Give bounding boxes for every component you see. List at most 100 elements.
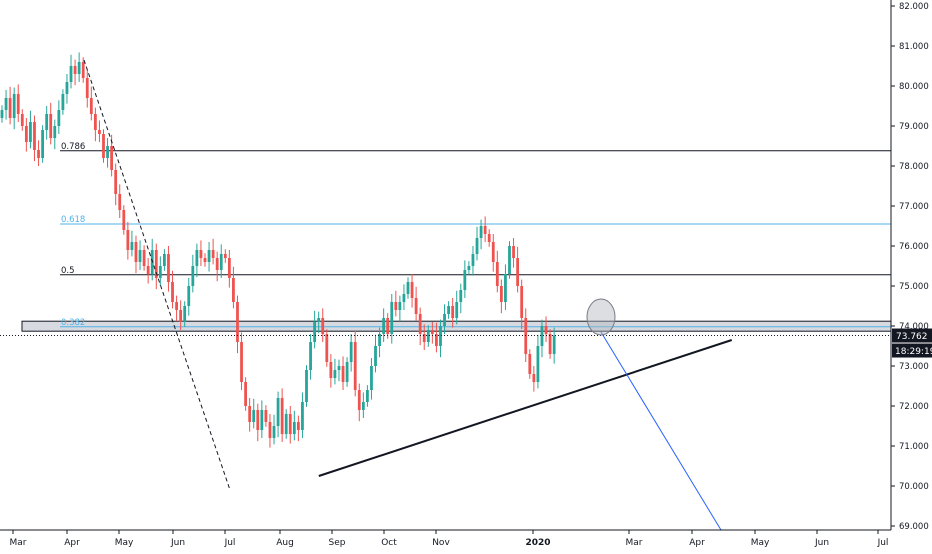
- current-price-tag: [892, 328, 932, 343]
- candle-body: [4, 98, 8, 110]
- candle-body: [333, 370, 337, 378]
- candle-body: [512, 246, 515, 258]
- price-tick-label: 77.000: [899, 202, 929, 212]
- drawings: [0, 59, 891, 531]
- candle-body: [491, 242, 495, 262]
- candle-body: [211, 250, 215, 258]
- candle-body: [422, 334, 426, 342]
- candle-body: [410, 282, 414, 298]
- price-tick-label: 81.000: [899, 42, 929, 52]
- candle-body: [37, 150, 40, 158]
- candle-body: [20, 114, 24, 126]
- candle-body: [430, 330, 434, 334]
- candle-body: [532, 374, 536, 382]
- candle-body: [414, 298, 418, 314]
- price-tick-label: 72.000: [899, 402, 929, 412]
- candle-body: [232, 278, 235, 302]
- price-tick-label: 78.000: [899, 162, 929, 172]
- candle-body: [264, 410, 268, 422]
- candle-body: [126, 230, 130, 250]
- candle-body: [57, 110, 61, 126]
- candle-body: [207, 250, 211, 262]
- candle-body: [487, 234, 491, 242]
- candle-body: [313, 322, 317, 342]
- candle-body: [114, 170, 118, 194]
- candle-body: [284, 414, 288, 434]
- time-tick-label: May: [115, 538, 134, 548]
- candle-body: [463, 270, 467, 290]
- candle-body: [345, 362, 349, 382]
- candle-body: [536, 346, 540, 382]
- candle-body: [475, 238, 479, 254]
- candle-body: [33, 122, 36, 150]
- candle-body: [203, 258, 207, 262]
- candle-body: [65, 82, 69, 94]
- time-axis[interactable]: Mar Apr May Jun Jul Aug Sep Oct Nov 2020 Mar Apr May…: [0, 529, 891, 548]
- candle-body: [353, 342, 357, 390]
- time-tick-label: Mar: [10, 538, 27, 548]
- candle-body: [134, 242, 138, 262]
- candle-body: [435, 334, 438, 346]
- candle-body: [61, 94, 65, 110]
- candle-body: [138, 250, 142, 262]
- candle-body: [248, 406, 252, 422]
- candle-body: [85, 78, 89, 98]
- candle-body: [378, 334, 381, 346]
- fib-level-label: 0.5: [61, 266, 75, 276]
- candle-body: [467, 266, 471, 270]
- candle-body: [142, 250, 146, 266]
- candle-body: [548, 334, 552, 354]
- candle-body: [199, 250, 203, 258]
- candle-body: [349, 342, 353, 362]
- candle-body: [455, 302, 459, 318]
- candle-body: [29, 122, 32, 142]
- candle-body: [171, 282, 174, 302]
- countdown-tag: [892, 343, 932, 358]
- candle-body: [183, 306, 187, 322]
- price-axis[interactable]: 82.000 81.000 80.000 79.000 78.000 77.000 76.0…: [890, 0, 932, 532]
- candle-body: [260, 410, 264, 430]
- price-tick-label: 80.000: [899, 82, 929, 92]
- candle-body: [357, 390, 361, 410]
- candle-body: [402, 294, 406, 302]
- candle-body: [106, 146, 109, 158]
- candle-body: [451, 306, 455, 318]
- price-tick-label: 79.000: [899, 122, 929, 132]
- candle-body: [443, 314, 446, 326]
- candle-body: [374, 346, 377, 366]
- candle-body: [223, 254, 227, 258]
- descending-dashed-line: [83, 59, 231, 491]
- candle-body: [390, 302, 394, 334]
- candle-body: [370, 366, 373, 390]
- candle-body: [102, 134, 105, 158]
- candle-body: [227, 258, 231, 278]
- candle-body: [179, 310, 183, 322]
- candle-body: [288, 414, 292, 434]
- candle-body: [317, 318, 321, 322]
- candle-body: [341, 366, 345, 382]
- candle-body: [146, 266, 150, 274]
- candle-body: [158, 266, 162, 278]
- candle-body: [398, 302, 402, 310]
- candle-body: [296, 422, 300, 430]
- price-tick-label: 73.000: [899, 362, 929, 372]
- candle-body: [53, 126, 57, 138]
- price-tick-label: 82.000: [899, 2, 929, 12]
- candle-body: [272, 426, 276, 438]
- fib-levels: 0.786 0.618 0.5 0.382: [60, 142, 891, 328]
- candle-body: [386, 318, 390, 334]
- candle-body: [167, 254, 170, 282]
- fib-level-label: 0.382: [61, 318, 85, 328]
- candle-body: [552, 335, 556, 354]
- candle-body: [175, 302, 178, 310]
- candle-body: [219, 254, 223, 270]
- time-tick-label: Apr: [689, 538, 705, 548]
- candle-body: [280, 398, 284, 434]
- time-tick-label: Sep: [329, 538, 346, 548]
- candle-body: [418, 314, 422, 334]
- time-tick-label: Jul: [877, 538, 889, 548]
- candle-body: [504, 274, 507, 302]
- time-tick-label: Oct: [381, 538, 397, 548]
